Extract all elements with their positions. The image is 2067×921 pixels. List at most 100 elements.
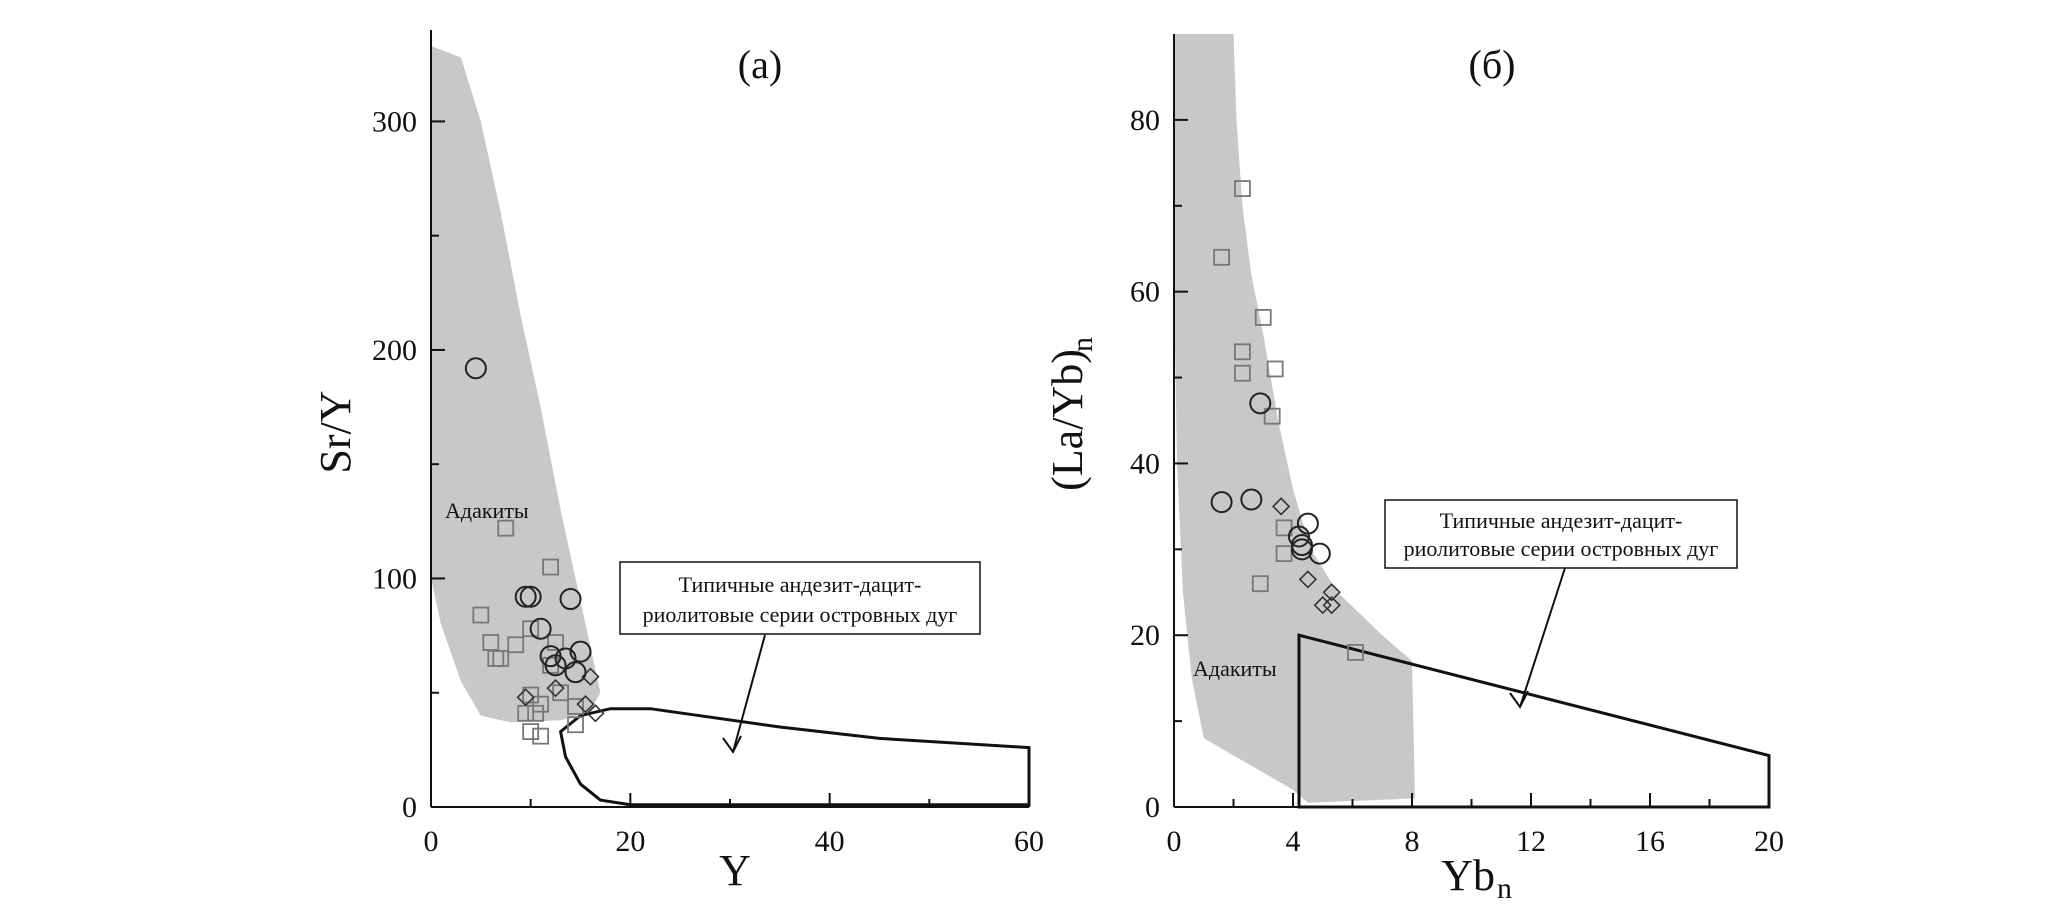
y-tick-label: 0 [1145, 791, 1160, 824]
square-marker [567, 698, 584, 715]
circle-marker [464, 357, 487, 380]
square-marker [532, 695, 550, 713]
square-marker [547, 634, 564, 651]
x-tick-label: 12 [1516, 825, 1546, 858]
annotation-line-1: Типичные андезит-дацит- [1440, 508, 1683, 533]
y-tick-label: 0 [402, 791, 417, 824]
x-tick-label: 8 [1405, 825, 1420, 858]
y-axis-title-subscript: n [1066, 337, 1099, 352]
y-axis-title-group: (La/Yb) n [1043, 337, 1099, 491]
y-axis-title: (La/Yb) [1043, 349, 1092, 491]
diamond-marker [1313, 596, 1332, 615]
circle-marker [544, 654, 567, 677]
diamond-marker [576, 695, 595, 714]
circle-marker [1290, 538, 1313, 561]
circle-marker [529, 617, 552, 640]
x-tick-label: 20 [1754, 825, 1784, 858]
y-tick-label: 60 [1130, 276, 1160, 309]
panel-label: (а) [738, 42, 782, 87]
square-marker [482, 634, 500, 651]
square-marker [492, 650, 510, 667]
x-tick-label: 4 [1286, 825, 1301, 858]
square-marker [1275, 519, 1293, 537]
square-marker [522, 686, 540, 704]
x-axis-title: Yb [1441, 851, 1495, 900]
y-tick-label: 40 [1130, 447, 1160, 480]
y-tick-label: 100 [372, 562, 417, 595]
diamond-marker [546, 679, 565, 698]
square-marker [1347, 644, 1364, 661]
diamond-marker [1322, 596, 1341, 615]
data-points [464, 357, 605, 745]
circle-marker [1210, 491, 1233, 514]
panel-label: (б) [1469, 42, 1516, 87]
annotation-line-2: риолитовые серии островных дуг [1404, 536, 1719, 561]
diamond-marker [1322, 583, 1341, 602]
x-tick-label: 60 [1014, 825, 1044, 858]
y-tick-label: 200 [372, 334, 417, 367]
adakite-label: Адакиты [1193, 656, 1277, 681]
diamond-marker [516, 688, 535, 707]
arc-series-field [558, 707, 1031, 807]
axes: 0 4 8 12 16 20 0 20 40 60 80 [1130, 34, 1784, 858]
x-tick-label: 16 [1635, 825, 1665, 858]
panel-a: 0 20 40 60 0 100 200 300 (а) Y Sr/Y Адакиты Тип… [311, 30, 1044, 895]
square-marker [507, 636, 525, 654]
circle-marker [1287, 525, 1310, 548]
annotation-line-1: Типичные андезит-дацит- [679, 572, 922, 597]
circle-marker [564, 661, 587, 684]
annotation-line-2: риолитовые серии островных дуг [643, 602, 958, 627]
square-marker [497, 519, 515, 537]
x-tick-label: 40 [815, 825, 845, 858]
square-marker [1263, 407, 1281, 425]
square-marker [1234, 343, 1251, 361]
diamond-marker [586, 704, 605, 723]
circle-marker [1240, 488, 1263, 511]
annotation-arrowhead [1509, 690, 1529, 709]
square-marker [1254, 309, 1272, 326]
circle-marker [519, 585, 542, 608]
annotation-box [1384, 499, 1738, 569]
square-marker [1213, 248, 1230, 266]
diamond-marker [1298, 570, 1318, 589]
square-marker [1251, 575, 1269, 593]
square-marker [522, 723, 540, 740]
annotation-arrow [732, 634, 766, 753]
x-tick-label: 0 [1167, 825, 1182, 858]
square-marker [1275, 545, 1293, 563]
adakite-label: Адакиты [445, 498, 529, 523]
annotation-box [619, 561, 981, 635]
square-marker [542, 558, 559, 576]
y-axis-title: Sr/Y [311, 390, 360, 473]
y-tick-label: 300 [372, 105, 417, 138]
x-axis-title: Y [719, 846, 751, 895]
square-marker [532, 727, 550, 745]
x-tick-label: 20 [615, 825, 645, 858]
annotation-arrow [1519, 567, 1566, 708]
square-marker [1234, 180, 1251, 198]
adakite-field [431, 46, 601, 723]
x-axis-title-subscript: n [1497, 872, 1512, 905]
square-marker [522, 620, 540, 638]
annotation-arrowhead [722, 735, 742, 754]
diamond-marker [1271, 497, 1291, 516]
panel-b: 0 4 8 12 16 20 0 20 40 60 80 (б) Yb n (La/Yb) n Ад… [1043, 34, 1784, 905]
data-points [1210, 180, 1364, 661]
circle-marker [514, 585, 537, 608]
axes: 0 20 40 60 0 100 200 300 [372, 30, 1044, 858]
x-tick-label: 0 [424, 825, 439, 858]
circle-marker [1249, 392, 1272, 415]
square-marker [527, 704, 545, 722]
square-marker [1234, 364, 1251, 382]
square-marker [1266, 360, 1284, 378]
circle-marker [1308, 542, 1331, 565]
circle-marker [569, 640, 592, 663]
y-tick-label: 20 [1130, 619, 1160, 652]
square-marker [567, 716, 584, 734]
y-tick-label: 80 [1130, 104, 1160, 137]
adakite-field [1174, 34, 1415, 803]
square-marker [472, 606, 490, 624]
circle-marker [559, 588, 582, 611]
